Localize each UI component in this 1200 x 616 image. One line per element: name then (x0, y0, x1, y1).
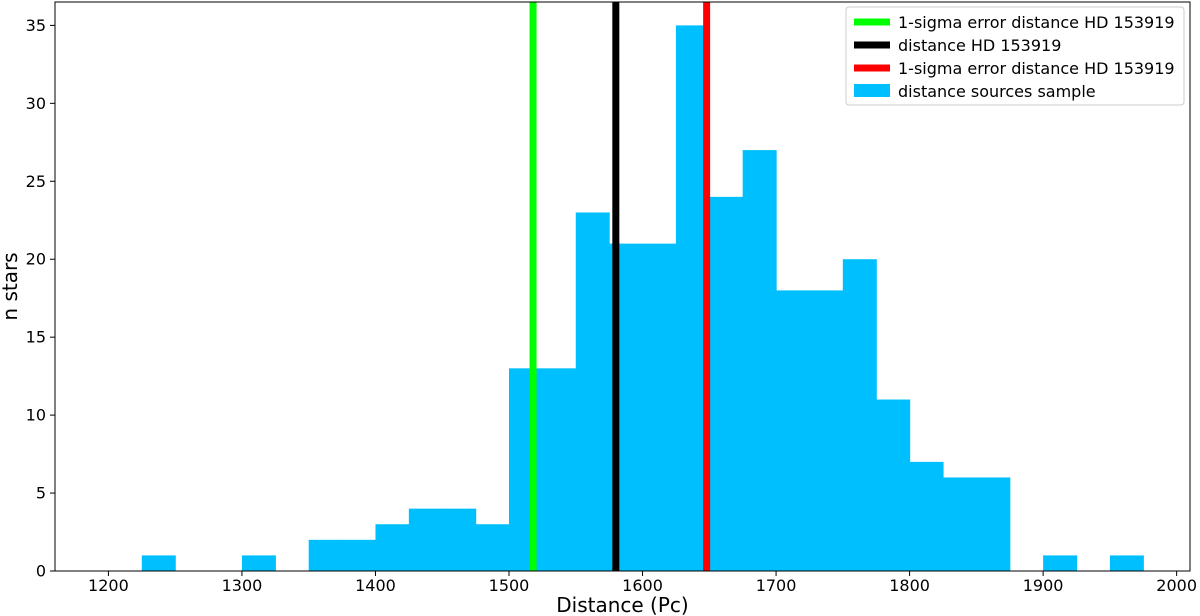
legend-label-1: distance HD 153919 (898, 36, 1061, 55)
y-tick-label-3: 15 (26, 328, 46, 347)
histogram-bar-6 (442, 508, 477, 571)
histogram-bar-23 (1043, 555, 1078, 571)
histogram-bar-15 (742, 150, 777, 571)
histogram-bar-18 (842, 259, 877, 571)
histogram-bar-4 (375, 524, 410, 571)
x-tick-label-3: 1500 (489, 576, 530, 595)
plot-frame (54, 1, 1191, 572)
histogram-bar-1 (241, 555, 276, 571)
histogram-bar-24 (1109, 555, 1144, 571)
histogram-bar-22 (976, 477, 1011, 571)
histogram-bar-20 (909, 461, 944, 571)
histogram-bar-5 (408, 508, 443, 571)
histogram-bars (141, 25, 1144, 572)
y-tick-label-6: 30 (26, 94, 46, 113)
histogram-bar-2 (308, 539, 343, 571)
y-axis-label: n stars (0, 252, 22, 320)
histogram-bar-12 (642, 243, 677, 572)
x-tick-label-5: 1700 (756, 576, 797, 595)
legend-label-3: distance sources sample (898, 82, 1096, 101)
x-tick-label-7: 1900 (1023, 576, 1064, 595)
histogram-bar-19 (876, 399, 911, 571)
y-tick-label-7: 35 (26, 16, 46, 35)
x-axis-label: Distance (Pc) (556, 593, 688, 616)
histogram-bar-21 (942, 477, 977, 571)
legend-box (845, 6, 1185, 106)
histogram-bar-0 (141, 555, 176, 571)
histogram-bar-8 (509, 368, 543, 571)
legend-label-0: 1-sigma error distance HD 153919 (898, 13, 1175, 32)
x-tick-label-4: 1600 (622, 576, 663, 595)
histogram-bar-7 (475, 524, 510, 571)
x-axis-ticks: 1200 1300 1400 1500 1600 1700 1800 1900 2000 (88, 571, 1197, 595)
y-tick-label-2: 10 (26, 406, 46, 425)
histogram-bar-14 (709, 196, 744, 571)
x-tick-label-6: 1800 (889, 576, 930, 595)
histogram-bar-9 (542, 368, 577, 571)
histogram-bar-3 (342, 539, 377, 571)
x-tick-label-8: 2000 (1156, 576, 1197, 595)
x-tick-label-1: 1300 (222, 576, 263, 595)
legend: 1-sigma error distance HD 153919 distance… (845, 6, 1185, 106)
y-tick-label-5: 25 (26, 172, 46, 191)
y-axis-ticks: 0 5 10 15 20 25 30 35 (26, 16, 55, 581)
histogram-bar-17 (809, 290, 844, 571)
histogram-bar-10 (575, 212, 610, 571)
y-tick-label-4: 20 (26, 250, 46, 269)
x-tick-label-2: 1400 (355, 576, 396, 595)
legend-label-2: 1-sigma error distance HD 153919 (898, 59, 1175, 78)
reference-lines (529, 2, 711, 571)
y-tick-label-0: 0 (36, 562, 46, 581)
histogram-bar-16 (776, 290, 811, 571)
x-tick-label-0: 1200 (88, 576, 129, 595)
y-tick-label-1: 5 (36, 484, 46, 503)
legend-swatch-3 (854, 84, 890, 97)
